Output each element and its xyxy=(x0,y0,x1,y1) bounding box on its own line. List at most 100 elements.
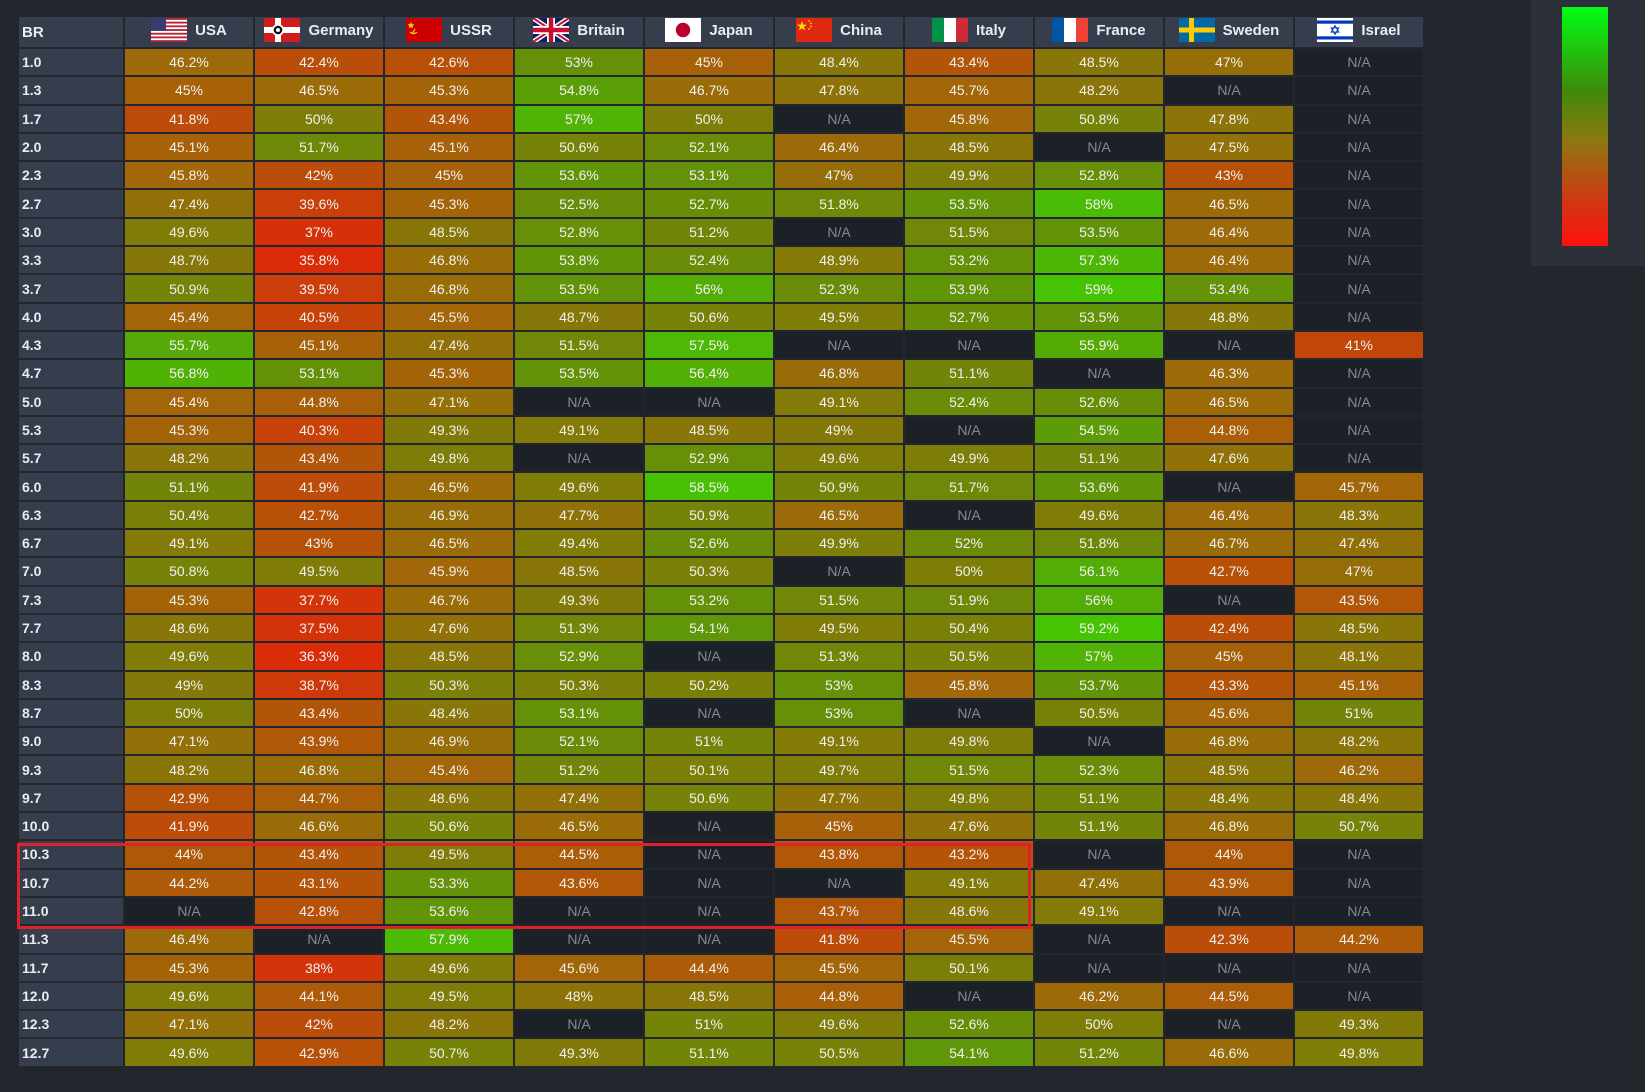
nation-header-germany[interactable]: Germany xyxy=(255,17,383,47)
winrate-cell: 43.4% xyxy=(905,49,1033,76)
winrate-cell: N/A xyxy=(775,558,903,585)
br-column-header[interactable]: BR xyxy=(19,17,123,47)
table-row: 6.3 50.4% 42.7% 46.9% 47.7% 50.9% 46.5% N/A 49.6… xyxy=(19,501,1423,529)
winrate-cell: 48% xyxy=(515,982,643,1010)
winrate-cell: 45.3% xyxy=(385,77,513,104)
winrate-cell: 46.8% xyxy=(385,275,513,302)
winrate-cell: 50.6% xyxy=(645,303,773,330)
winrate-cell: 50.4% xyxy=(905,614,1033,642)
winrate-cell: N/A xyxy=(1165,897,1293,925)
header-row: BR USA Germany USSR Britain Japan China Italy F… xyxy=(19,17,1423,47)
ussr-flag-icon xyxy=(406,18,443,42)
nation-header-content: USSR xyxy=(406,18,492,42)
winrate-cell: 51.3% xyxy=(775,643,903,670)
winrate-cell: N/A xyxy=(1165,77,1293,104)
winrate-cell: N/A xyxy=(905,416,1033,444)
winrate-cell: N/A xyxy=(1035,728,1163,755)
br-cell: 8.3 xyxy=(19,671,123,698)
winrate-cell: 49.6% xyxy=(125,982,253,1010)
winrate-cell: 50% xyxy=(125,699,253,727)
winrate-cell: 43.6% xyxy=(515,869,643,896)
winrate-cell: 51.8% xyxy=(775,190,903,217)
br-cell: 10.7 xyxy=(19,869,123,896)
winrate-cell: 49.3% xyxy=(515,586,643,613)
nation-header-britain[interactable]: Britain xyxy=(515,17,643,47)
winrate-cell: N/A xyxy=(1295,841,1423,868)
nation-name: Italy xyxy=(975,21,1006,39)
winrate-cell: 51.7% xyxy=(255,133,383,161)
winrate-cell: 49.9% xyxy=(905,162,1033,189)
winrate-cell: 49.6% xyxy=(515,473,643,500)
winrate-cell: 56% xyxy=(645,275,773,302)
winrate-cell: 48.4% xyxy=(1165,784,1293,812)
br-cell: 6.7 xyxy=(19,530,123,557)
winrate-cell: 51.5% xyxy=(905,756,1033,783)
winrate-cell: N/A xyxy=(775,331,903,359)
nation-header-china[interactable]: China xyxy=(775,17,903,47)
winrate-cell: 52.1% xyxy=(645,133,773,161)
br-cell: 8.7 xyxy=(19,699,123,727)
br-cell: 3.7 xyxy=(19,275,123,302)
nation-header-france[interactable]: France xyxy=(1035,17,1163,47)
br-cell: 9.0 xyxy=(19,728,123,755)
winrate-cell: 49.1% xyxy=(905,869,1033,896)
winrate-cell: 52.3% xyxy=(775,275,903,302)
winrate-cell: N/A xyxy=(1295,897,1423,925)
winrate-color-scale xyxy=(1562,7,1608,246)
table-row: 12.3 47.1% 42% 48.2% N/A 51% 49.6% 52.6% 50% N/A 4… xyxy=(19,1011,1423,1038)
winrate-cell: 48.4% xyxy=(1295,784,1423,812)
winrate-cell: 49.3% xyxy=(1295,1011,1423,1038)
winrate-cell: 52.8% xyxy=(1035,162,1163,189)
winrate-cell: 46.6% xyxy=(1165,1039,1293,1066)
winrate-cell: 52.6% xyxy=(905,1011,1033,1038)
winrate-cell: N/A xyxy=(775,869,903,896)
table-row: 10.7 44.2% 43.1% 53.3% 43.6% N/A N/A 49.1% 47.4%… xyxy=(19,869,1423,896)
winrate-cell: 46.9% xyxy=(385,728,513,755)
winrate-cell: 48.5% xyxy=(1295,614,1423,642)
winrate-cell: N/A xyxy=(1035,926,1163,953)
winrate-cell: 49.5% xyxy=(255,558,383,585)
nation-header-italy[interactable]: Italy xyxy=(905,17,1033,47)
winrate-cell: N/A xyxy=(645,869,773,896)
nation-header-ussr[interactable]: USSR xyxy=(385,17,513,47)
winrate-cell: 52.4% xyxy=(645,247,773,274)
nation-header-sweden[interactable]: Sweden xyxy=(1165,17,1293,47)
winrate-cell: 48.5% xyxy=(645,982,773,1010)
winrate-cell: 39.6% xyxy=(255,190,383,217)
table-row: 8.7 50% 43.4% 48.4% 53.1% N/A 53% N/A 50.5% 45.6%… xyxy=(19,699,1423,727)
winrate-cell: 43.4% xyxy=(255,841,383,868)
winrate-cell: 53.5% xyxy=(1035,303,1163,330)
table-row: 1.7 41.8% 50% 43.4% 57% 50% N/A 45.8% 50.8% 47.8%… xyxy=(19,105,1423,132)
winrate-cell: N/A xyxy=(125,897,253,925)
nation-header-content: Italy xyxy=(931,18,1006,42)
table-row: 9.0 47.1% 43.9% 46.9% 52.1% 51% 49.1% 49.8% N/A 4… xyxy=(19,728,1423,755)
br-cell: 4.7 xyxy=(19,360,123,387)
winrate-cell: 46.2% xyxy=(1035,982,1163,1010)
winrate-cell: 49.6% xyxy=(385,954,513,981)
winrate-cell: 53.1% xyxy=(515,699,643,727)
winrate-cell: 51% xyxy=(645,728,773,755)
winrate-cell: 50% xyxy=(645,105,773,132)
winrate-cell: 45.6% xyxy=(1165,699,1293,727)
nation-header-israel[interactable]: Israel xyxy=(1295,17,1423,47)
table-row: 1.3 45% 46.5% 45.3% 54.8% 46.7% 47.8% 45.7% 48.2… xyxy=(19,77,1423,104)
winrate-cell: 45.7% xyxy=(905,77,1033,104)
winrate-cell: 51.1% xyxy=(905,360,1033,387)
winrate-cell: 42.8% xyxy=(255,897,383,925)
winrate-cell: 50.3% xyxy=(385,671,513,698)
winrate-cell: 49.8% xyxy=(385,445,513,472)
winrate-cell: 45% xyxy=(385,162,513,189)
winrate-cell: 47.1% xyxy=(125,1011,253,1038)
winrate-cell: 43.2% xyxy=(905,841,1033,868)
table-row: 5.0 45.4% 44.8% 47.1% N/A N/A 49.1% 52.4% 52.6% 4… xyxy=(19,388,1423,415)
nation-header-japan[interactable]: Japan xyxy=(645,17,773,47)
winrate-cell: 42.6% xyxy=(385,49,513,76)
winrate-cell: N/A xyxy=(1035,841,1163,868)
winrate-cell: 46.7% xyxy=(385,586,513,613)
winrate-cell: 51.1% xyxy=(1035,784,1163,812)
nation-header-usa[interactable]: USA xyxy=(125,17,253,47)
winrate-cell: 47.4% xyxy=(125,190,253,217)
winrate-cell: 51.2% xyxy=(645,218,773,246)
winrate-cell: 43.9% xyxy=(255,728,383,755)
china-flag-icon xyxy=(796,18,833,42)
